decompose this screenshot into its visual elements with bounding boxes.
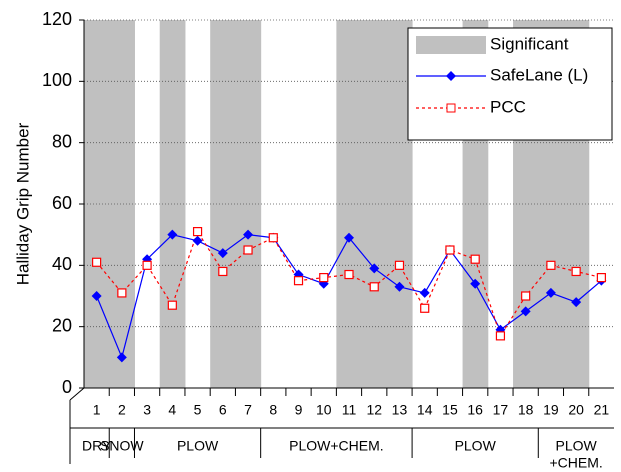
marker — [420, 303, 430, 313]
x-tick-label: 7 — [244, 402, 252, 418]
marker — [419, 287, 430, 298]
marker — [167, 300, 177, 310]
marker — [218, 266, 228, 277]
marker — [369, 263, 380, 274]
x-tick-label: 3 — [143, 402, 151, 418]
series-line — [96, 230, 602, 338]
x-tick-label: 18 — [518, 402, 534, 418]
y-tick-label: 40 — [52, 254, 72, 274]
x-tick-label: 16 — [467, 402, 483, 418]
marker — [293, 276, 304, 286]
x-tick-label: 9 — [295, 402, 303, 418]
x-tick-label: 12 — [366, 402, 382, 418]
legend-marker — [446, 71, 456, 81]
x-tick-label: 1 — [93, 402, 101, 418]
y-tick-label: 60 — [52, 193, 72, 213]
marker — [394, 260, 405, 270]
marker — [92, 257, 102, 267]
marker — [596, 273, 606, 283]
marker — [495, 331, 506, 341]
marker — [445, 245, 455, 255]
marker — [571, 297, 582, 308]
significant-band — [109, 20, 135, 388]
x-tick-label: 15 — [442, 402, 458, 418]
marker — [217, 248, 228, 259]
significant-band — [361, 20, 388, 388]
marker — [167, 229, 178, 240]
marker — [344, 269, 354, 280]
group-label: PLOW — [455, 438, 497, 454]
marker — [91, 291, 102, 301]
group-label: DRY — [82, 438, 112, 454]
x-tick-label: 13 — [392, 402, 408, 418]
significant-band — [336, 20, 363, 388]
marker — [545, 287, 556, 298]
group-label: PLOW+CHEM. — [289, 438, 384, 454]
marker — [571, 266, 581, 277]
marker — [192, 235, 203, 246]
marker — [243, 245, 253, 255]
group-label: PLOW — [556, 438, 598, 454]
x-tick-label: 4 — [168, 402, 176, 418]
legend-label: SafeLane (L) — [490, 65, 588, 84]
significant-band — [235, 20, 262, 388]
x-tick-label: 14 — [417, 402, 433, 418]
x-tick-label: 20 — [568, 402, 584, 418]
y-tick-label: 120 — [42, 9, 72, 29]
marker — [546, 260, 556, 270]
legend-label: Significant — [490, 34, 569, 53]
significant-band — [159, 20, 186, 388]
x-tick-label: 19 — [543, 402, 559, 418]
y-tick-label: 20 — [52, 315, 72, 335]
x-tick-label: 2 — [118, 402, 126, 418]
marker — [344, 232, 354, 243]
y-tick-label: 0 — [62, 377, 72, 397]
marker — [243, 229, 254, 240]
marker — [319, 273, 329, 283]
x-tick-label: 10 — [316, 402, 332, 418]
marker — [142, 260, 152, 270]
legend-swatch — [416, 36, 486, 54]
y-tick-label: 100 — [42, 70, 72, 90]
x-tick-label: 5 — [194, 402, 202, 418]
x-tick-label: 17 — [493, 402, 509, 418]
marker — [192, 227, 203, 237]
y-axis-label: Halliday Grip Number — [13, 122, 32, 285]
marker — [521, 291, 531, 301]
marker — [116, 352, 127, 363]
legend-marker — [446, 103, 456, 113]
marker — [520, 306, 531, 317]
x-tick-label: 8 — [269, 402, 277, 418]
group-label: PLOW — [177, 438, 219, 454]
marker — [268, 233, 278, 243]
marker — [369, 282, 379, 292]
x-tick-label: 6 — [219, 402, 227, 418]
marker — [117, 288, 127, 298]
marker — [470, 254, 480, 264]
group-label: SNOW — [100, 438, 144, 454]
x-tick-label: 21 — [594, 402, 610, 418]
y-tick-label: 80 — [52, 131, 72, 151]
marker — [470, 278, 481, 289]
group-label: +CHEM. — [549, 455, 602, 471]
legend-label: PCC — [490, 97, 526, 116]
x-tick-label: 11 — [342, 402, 357, 418]
significant-band — [210, 20, 236, 388]
axis-slant — [69, 387, 85, 401]
marker — [394, 281, 405, 292]
